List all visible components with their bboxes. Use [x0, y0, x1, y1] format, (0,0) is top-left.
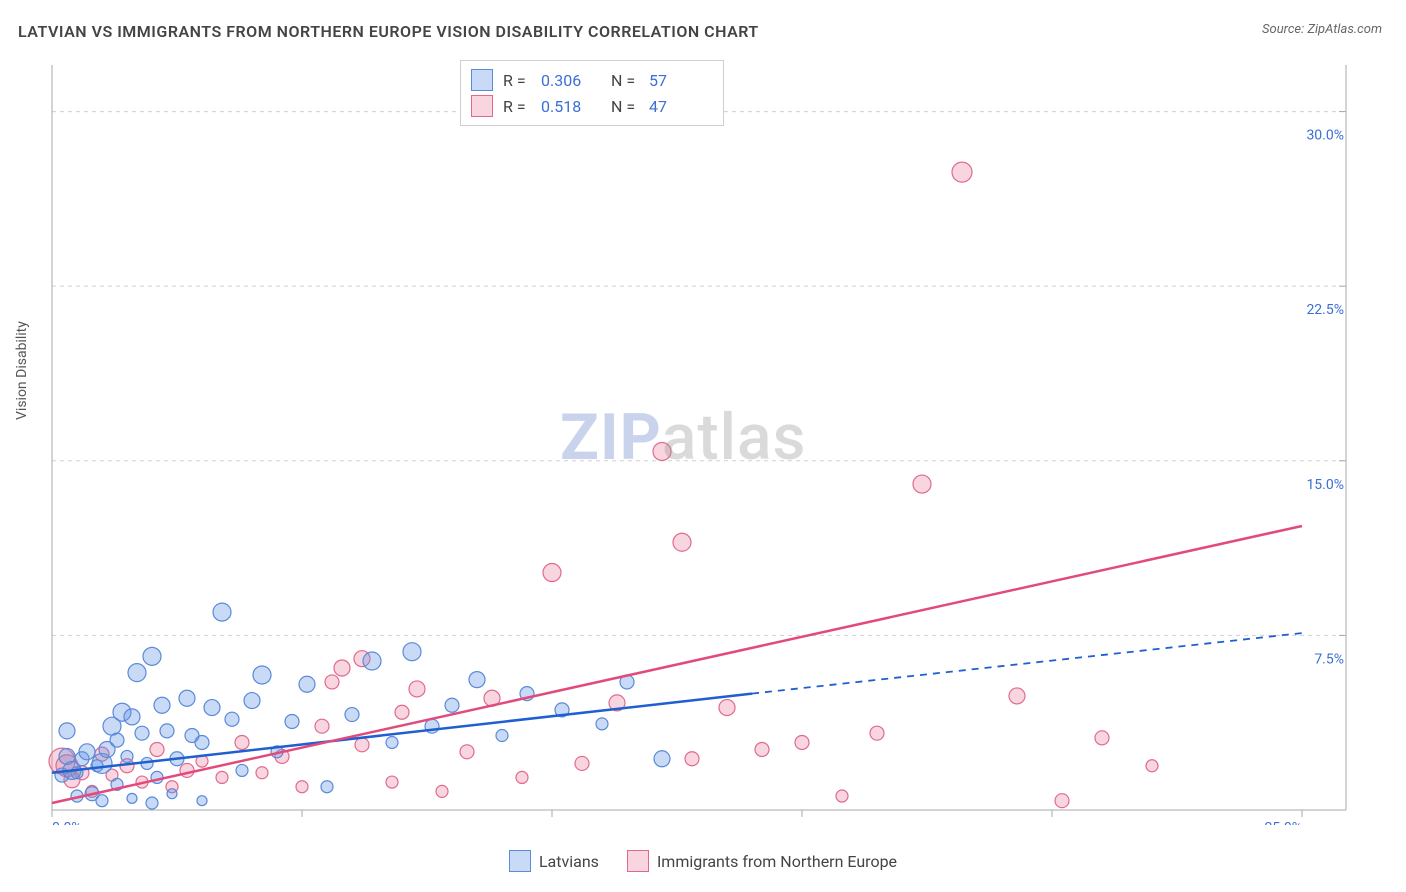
svg-text:7.5%: 7.5%: [1314, 651, 1344, 667]
legend-swatch-a-icon: [509, 850, 531, 872]
stat-r-label: R =: [503, 71, 531, 90]
source-value: ZipAtlas.com: [1307, 22, 1382, 37]
svg-text:22.5%: 22.5%: [1306, 302, 1344, 318]
stat-n-label: N =: [611, 71, 639, 90]
legend-label-a: Latvians: [539, 852, 599, 871]
stat-n-value-b: 47: [649, 97, 709, 116]
stat-r-value-b: 0.518: [541, 97, 601, 116]
legend-bottom: Latvians Immigrants from Northern Europe: [0, 850, 1406, 872]
stat-r-label: R =: [503, 97, 531, 116]
svg-text:15.0%: 15.0%: [1306, 477, 1344, 493]
stat-r-value-a: 0.306: [541, 71, 601, 90]
chart-title: LATVIAN VS IMMIGRANTS FROM NORTHERN EURO…: [18, 22, 759, 41]
legend-label-b: Immigrants from Northern Europe: [657, 852, 897, 871]
source-prefix: Source:: [1262, 22, 1304, 37]
legend-item-a: Latvians: [509, 850, 599, 872]
chart-area: 0.0% 25.0% 7.5% 15.0% 22.5% 30.0%: [46, 55, 1352, 825]
legend-swatch-a: [471, 69, 493, 91]
svg-text:25.0%: 25.0%: [1264, 820, 1302, 825]
scatter-chart: 0.0% 25.0% 7.5% 15.0% 22.5% 30.0%: [46, 55, 1352, 825]
svg-text:30.0%: 30.0%: [1306, 128, 1344, 144]
legend-item-b: Immigrants from Northern Europe: [627, 850, 897, 872]
svg-text:0.0%: 0.0%: [52, 820, 82, 825]
source-label: Source: ZipAtlas.com: [1262, 22, 1382, 37]
stat-n-value-a: 57: [649, 71, 709, 90]
legend-stats-row-a: R = 0.306 N = 57: [471, 67, 709, 93]
legend-stats-row-b: R = 0.518 N = 47: [471, 93, 709, 119]
y-axis-label: Vision Disability: [14, 321, 30, 420]
stat-n-label: N =: [611, 97, 639, 116]
legend-swatch-b: [471, 95, 493, 117]
legend-stats-box: R = 0.306 N = 57 R = 0.518 N = 47: [460, 60, 724, 126]
legend-swatch-b-icon: [627, 850, 649, 872]
